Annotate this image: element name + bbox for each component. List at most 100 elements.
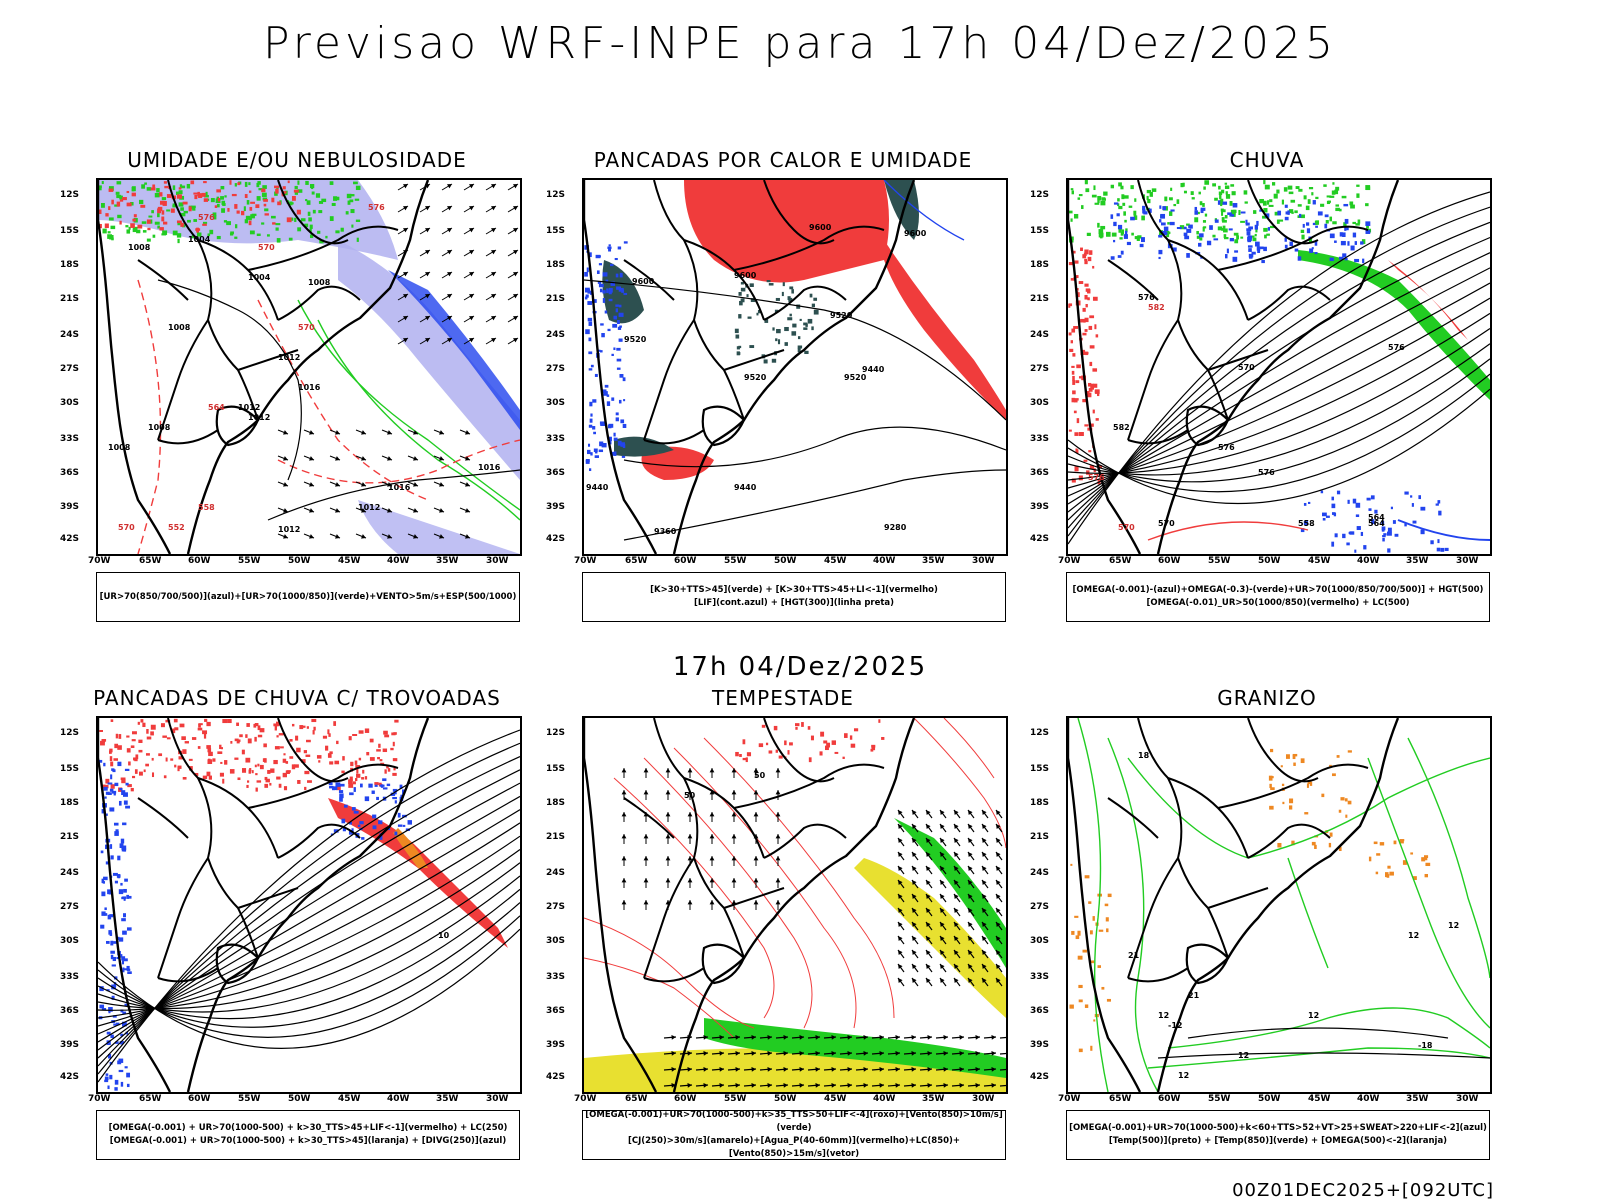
panel-legend: [OMEGA(-0.001)-(azul)+OMEGA(-0.3)-(verde…	[1066, 572, 1490, 622]
contour-label: 9600	[632, 277, 655, 286]
lat-tick-label: 24S	[60, 868, 80, 878]
lat-tick-label: 27S	[1030, 902, 1050, 912]
contour-label: 9520	[830, 311, 853, 320]
contour-label: 21	[1128, 951, 1140, 960]
lon-tick-label: 50W	[774, 556, 797, 566]
weather-map[interactable]: 50 50	[582, 716, 1008, 1094]
lat-tick-label: 15S	[60, 764, 80, 774]
lon-tick-label: 65W	[1109, 556, 1132, 566]
lat-tick-label: 12S	[1030, 190, 1050, 200]
legend-line: [OMEGA(-0.001)-(azul)+OMEGA(-0.3)-(verde…	[1072, 585, 1484, 595]
lon-tick-label: 70W	[1058, 1094, 1081, 1104]
lon-tick-label: 50W	[1258, 556, 1281, 566]
contour-label: 576	[1388, 343, 1405, 352]
lat-tick-label: 12S	[546, 190, 566, 200]
lat-tick-label: 15S	[546, 764, 566, 774]
contour-label: 570	[1118, 523, 1135, 532]
lat-tick-label: 33S	[60, 434, 80, 444]
lat-tick-label: 39S	[1030, 502, 1050, 512]
lat-tick-label: 42S	[1030, 1072, 1050, 1082]
lat-tick-label: 27S	[60, 902, 80, 912]
lon-tick-label: 65W	[1109, 1094, 1132, 1104]
weather-map[interactable]: 18 12 21 12 12 12 12 -18 -12 12 21	[1066, 716, 1492, 1094]
lat-tick-label: 24S	[546, 330, 566, 340]
contour-label: 9280	[884, 523, 907, 532]
lat-tick-label: 21S	[1030, 832, 1050, 842]
lat-tick-label: 24S	[546, 868, 566, 878]
weather-map[interactable]: 10	[96, 716, 522, 1094]
contour-label: 570	[1238, 363, 1255, 372]
lon-tick-label: 50W	[288, 1094, 311, 1104]
panel-title: UMIDADE E/OU NEBULOSIDADE	[127, 148, 467, 172]
contour-label: 564	[208, 403, 225, 412]
lat-tick-label: 39S	[60, 502, 80, 512]
lon-tick-label: 60W	[188, 556, 211, 566]
lat-tick-label: 18S	[60, 260, 80, 270]
panel-legend: [OMEGA(-0.001)+UR>70(1000-500)+k<60+TTS>…	[1066, 1110, 1490, 1160]
lat-tick-label: 18S	[546, 260, 566, 270]
lon-tick-label: 50W	[1258, 1094, 1281, 1104]
contour-label: 1008	[108, 443, 131, 452]
lon-tick-label: 30W	[972, 556, 995, 566]
panel-title: CHUVA	[1229, 148, 1305, 172]
contour-label: 12	[1408, 931, 1419, 940]
lat-tick-label: 42S	[60, 1072, 80, 1082]
contour-label: 564	[1368, 513, 1385, 522]
lon-tick-label: 30W	[1456, 556, 1479, 566]
legend-line: [OMEGA(-0.01)_UR>50(1000/850)(vermelho) …	[1146, 598, 1410, 608]
lat-tick-label: 33S	[546, 434, 566, 444]
contour-label: 1012	[278, 353, 300, 362]
lon-tick-label: 60W	[188, 1094, 211, 1104]
map-svg: 1008 1004 1004 1008 1012 1008 1012 1016 1012 1008…	[98, 180, 520, 554]
lon-tick-label: 45W	[338, 556, 361, 566]
contour-label: 582	[1148, 303, 1165, 312]
lon-tick-label: 45W	[1308, 1094, 1331, 1104]
contour-label: 10	[438, 931, 450, 940]
legend-line: [CJ(250)>30m/s](amarelo)+[Agua_P(40-60mm…	[627, 1136, 961, 1159]
legend-line: [K>30+TTS>45](verde) + [K>30+TTS>45+LI<-…	[650, 585, 938, 595]
lat-tick-label: 33S	[60, 972, 80, 982]
lat-tick-label: 39S	[60, 1040, 80, 1050]
lon-tick-label: 45W	[338, 1094, 361, 1104]
lon-tick-label: 50W	[774, 1094, 797, 1104]
lon-tick-label: 55W	[238, 1094, 261, 1104]
contour-label: 582	[1113, 423, 1130, 432]
map-svg: 10	[98, 718, 520, 1092]
lon-tick-label: 65W	[139, 556, 162, 566]
lat-tick-label: 39S	[546, 1040, 566, 1050]
lon-tick-label: 70W	[574, 1094, 597, 1104]
lat-tick-label: 27S	[60, 364, 80, 374]
lat-tick-label: 42S	[60, 534, 80, 544]
lat-tick-label: 30S	[546, 398, 566, 408]
lon-tick-label: 70W	[1058, 556, 1081, 566]
lat-tick-label: 18S	[60, 798, 80, 808]
contour-label: 12	[1308, 1011, 1319, 1020]
lat-tick-label: 12S	[60, 190, 80, 200]
lat-tick-label: 21S	[546, 294, 566, 304]
lat-tick-label: 18S	[546, 798, 566, 808]
map-svg: 50 50	[584, 718, 1006, 1092]
weather-map[interactable]: 9600 9600 9600 9600 9520 9520 9520 9520 9440 9440…	[582, 178, 1008, 556]
contour-label: 1008	[168, 323, 191, 332]
lat-tick-label: 21S	[60, 294, 80, 304]
contour-label: 12	[1158, 1011, 1169, 1020]
lon-tick-label: 45W	[824, 1094, 847, 1104]
panel-title: PANCADAS DE CHUVA C/ TROVOADAS	[93, 686, 501, 710]
contour-label: 9600	[904, 229, 927, 238]
contour-label: 12	[1238, 1051, 1249, 1060]
lat-tick-label: 39S	[546, 502, 566, 512]
lat-tick-label: 12S	[60, 728, 80, 738]
lon-tick-label: 35W	[1406, 556, 1429, 566]
contour-label: 570	[298, 323, 315, 332]
lat-tick-label: 21S	[546, 832, 566, 842]
lon-tick-label: 70W	[88, 1094, 111, 1104]
lon-tick-label: 40W	[1357, 1094, 1380, 1104]
lat-tick-label: 24S	[1030, 868, 1050, 878]
weather-map[interactable]: 576 570 576 582 576 576 570 564 558 564 582 576 570	[1066, 178, 1492, 556]
lon-tick-label: 40W	[387, 556, 410, 566]
panel-legend: [OMEGA(-0.001) + UR>70(1000-500) + k>30_…	[96, 1110, 520, 1160]
contour-label: 9360	[654, 527, 677, 536]
weather-map[interactable]: 1008 1004 1004 1008 1012 1008 1012 1016 1012 1008…	[96, 178, 522, 556]
lon-tick-label: 55W	[724, 556, 747, 566]
